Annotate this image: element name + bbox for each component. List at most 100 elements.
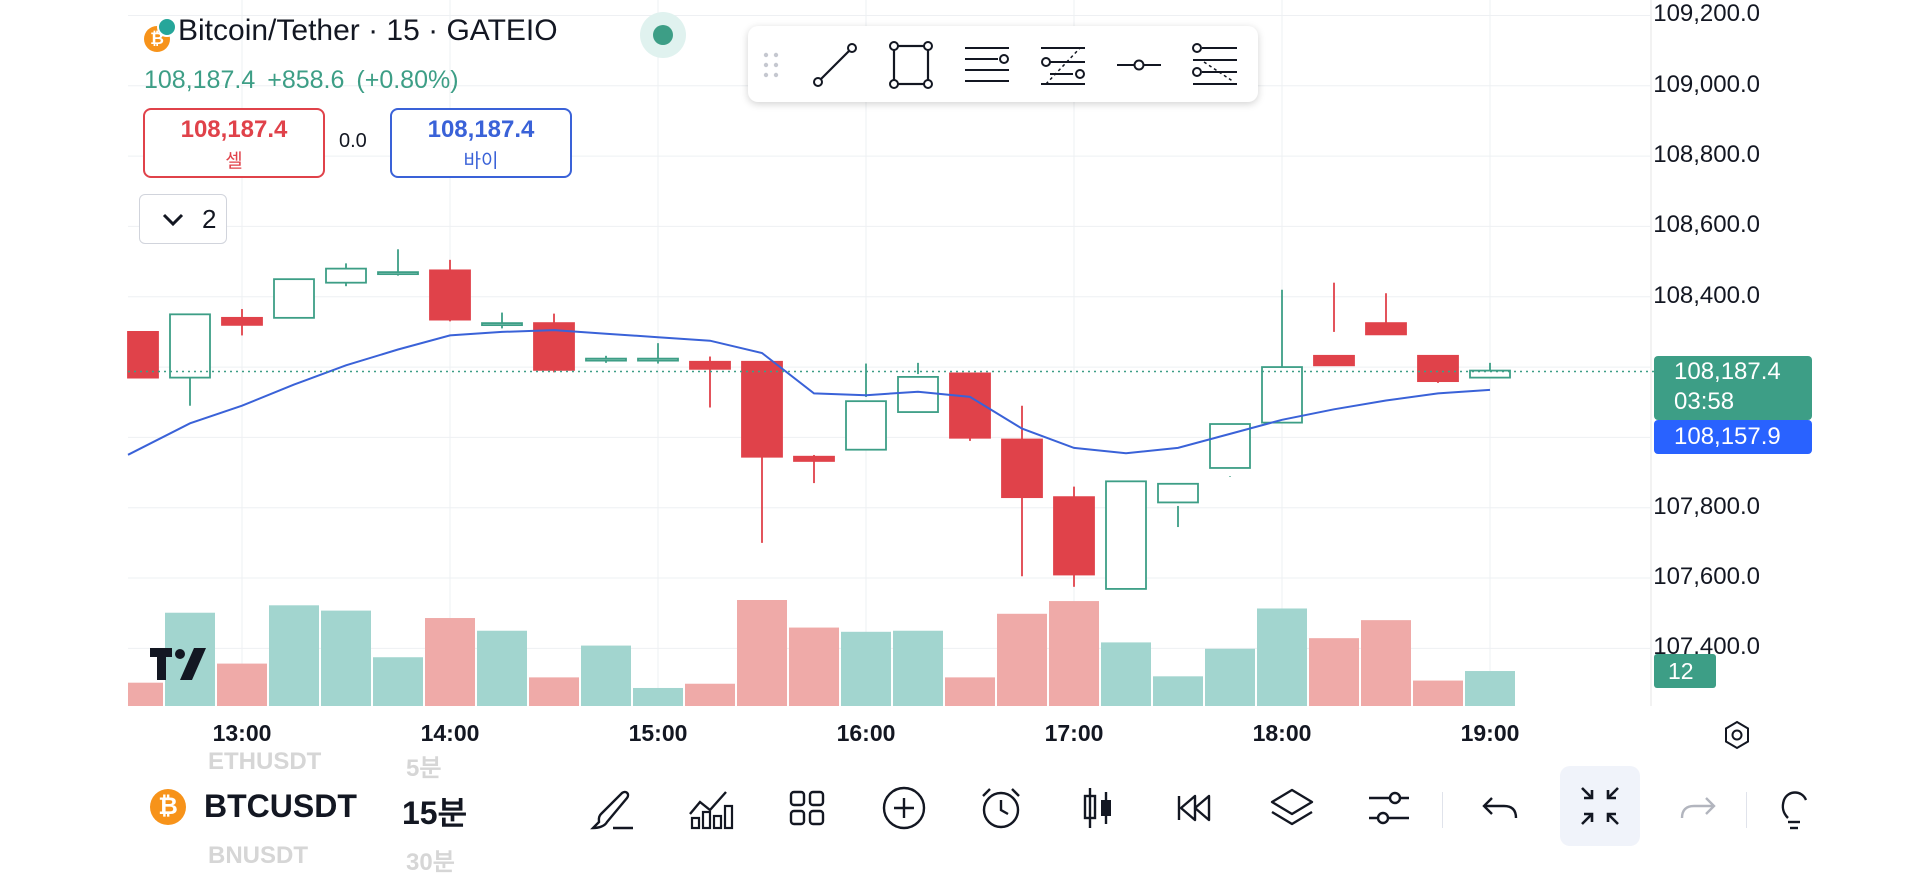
replay-icon[interactable] — [1171, 784, 1219, 832]
candle-body — [1313, 354, 1355, 367]
symbol-picker[interactable]: BTCUSDT — [204, 788, 357, 824]
candle-body — [1417, 354, 1459, 383]
add-icon[interactable] — [880, 784, 928, 832]
volume-bar — [529, 677, 579, 706]
indicators-count: 2 — [202, 204, 217, 234]
ma-line — [127, 329, 1491, 456]
volume-bar — [425, 618, 475, 706]
time-tick-label: 13:00 — [212, 720, 272, 746]
volume-bar — [128, 682, 163, 706]
templates-icon[interactable] — [783, 784, 831, 832]
interval-picker-next[interactable]: 30분 — [406, 849, 455, 876]
layers-icon[interactable] — [1268, 784, 1316, 832]
volume-bar — [633, 687, 683, 706]
volume-bar — [581, 645, 631, 706]
chart-grid — [128, 0, 1650, 706]
symbol-title[interactable]: Bitcoin/Tether · 15 · GATEIO — [178, 14, 558, 47]
time-tick-label: 18:00 — [1252, 720, 1312, 746]
volume-bar — [737, 600, 787, 706]
bar-countdown: 03:58 — [1674, 388, 1735, 415]
volume-bar — [841, 631, 891, 706]
trend-line-icon[interactable] — [810, 40, 860, 90]
volume-bar — [893, 630, 943, 706]
fib-retracement-icon[interactable] — [1038, 40, 1088, 90]
price-change: +858.6 — [267, 66, 345, 94]
volume-bar — [217, 663, 267, 706]
price-tick-label: 109,000.0 — [1653, 70, 1760, 98]
rectangle-icon[interactable] — [886, 40, 936, 90]
last-price-tag-value: 108,187.4 — [1674, 358, 1781, 385]
settings-sliders-icon[interactable] — [1365, 784, 1413, 832]
candle-body — [793, 455, 835, 462]
candle-body — [1157, 482, 1199, 504]
brush-icon[interactable] — [589, 784, 637, 832]
toolbar-divider — [1442, 792, 1443, 828]
volume-bar — [1413, 680, 1463, 706]
buy-button[interactable]: 108,187.4 바이 — [390, 108, 572, 178]
undo-icon[interactable] — [1476, 784, 1524, 832]
candle-body — [1001, 438, 1043, 499]
sell-price: 108,187.4 — [180, 116, 288, 143]
volume-bar — [1309, 638, 1359, 706]
indicators-toggle-button[interactable]: 2 — [139, 194, 227, 244]
candles — [127, 249, 1511, 590]
interval-picker-prev[interactable]: 5분 — [406, 755, 442, 782]
chart-type-icon[interactable] — [1074, 784, 1122, 832]
price-tick-label: 108,800.0 — [1653, 141, 1760, 169]
drawing-toolbar — [748, 26, 1258, 102]
candle-body — [741, 360, 783, 458]
candle-body — [1053, 496, 1095, 576]
candle-body — [897, 376, 939, 413]
buy-label: 바이 — [463, 151, 499, 172]
market-open-status-icon[interactable] — [640, 12, 686, 58]
redo-icon[interactable] — [1674, 784, 1722, 832]
sell-button[interactable]: 108,187.4 셀 — [143, 108, 325, 178]
volume-bar — [1049, 601, 1099, 706]
tradingview-logo[interactable] — [150, 646, 210, 692]
volume-bar — [1465, 671, 1515, 706]
minimize-button[interactable] — [1560, 766, 1640, 846]
candle-body — [689, 360, 731, 370]
volume-bar — [269, 605, 319, 706]
candle-body — [481, 322, 523, 327]
volume-bar — [945, 677, 995, 706]
symbol-picker-prev[interactable]: ETHUSDT — [208, 748, 322, 775]
volume-bar — [1101, 642, 1151, 706]
price-change-pct: (+0.80%) — [356, 66, 459, 94]
candle-body — [325, 267, 367, 284]
volume-bar — [1205, 648, 1255, 706]
volume-bar — [1257, 608, 1307, 706]
time-tick-label: 15:00 — [628, 720, 688, 746]
interval-picker[interactable]: 15분 — [402, 795, 468, 831]
last-price-tag: 108,187.4 03:58 — [1654, 356, 1812, 420]
bitcoin-symbol-icon: ₿ — [150, 789, 186, 825]
horizontal-ray-icon[interactable] — [1114, 40, 1164, 90]
price-tick-label: 109,200.0 — [1653, 0, 1760, 28]
chart-settings-icon[interactable] — [1720, 718, 1754, 752]
volume-value-tag: 12 — [1654, 654, 1716, 688]
spread-value: 0.0 — [339, 130, 367, 152]
price-tick-label: 108,600.0 — [1653, 211, 1760, 239]
candle-body — [377, 271, 419, 276]
volume-bar — [997, 613, 1047, 706]
candle-body — [1209, 423, 1251, 469]
candle-body — [845, 400, 887, 451]
time-tick-label: 14:00 — [420, 720, 480, 746]
candle-body — [1365, 322, 1407, 336]
price-summary: 108,187.4 +858.6 (+0.80%) — [144, 66, 471, 95]
drag-handle-icon[interactable] — [756, 40, 786, 90]
candle-body — [429, 269, 471, 321]
volume-bar — [373, 657, 423, 706]
horizontal-lines-icon[interactable] — [962, 40, 1012, 90]
alarm-icon[interactable] — [977, 784, 1025, 832]
toolbar-divider — [1746, 792, 1747, 828]
indicators-icon[interactable] — [686, 784, 734, 832]
bulb-icon[interactable] — [1772, 784, 1820, 832]
volume-bar — [685, 683, 735, 706]
buy-price: 108,187.4 — [427, 116, 535, 143]
candle-body — [585, 357, 627, 362]
fib-channel-icon[interactable] — [1190, 40, 1240, 90]
bottom-toolbar — [128, 766, 1820, 884]
symbol-picker-next[interactable]: BNUSDT — [208, 842, 308, 869]
